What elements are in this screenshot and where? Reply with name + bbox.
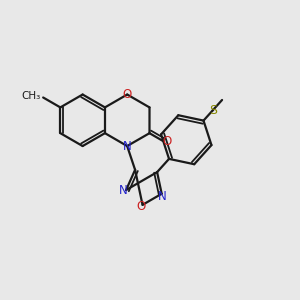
Text: CH₃: CH₃ [21,91,40,100]
Text: O: O [136,200,145,213]
Text: S: S [209,104,217,117]
Text: N: N [123,140,131,152]
Text: O: O [163,135,172,148]
Text: N: N [119,184,128,196]
Text: O: O [123,88,132,101]
Text: N: N [158,190,167,203]
